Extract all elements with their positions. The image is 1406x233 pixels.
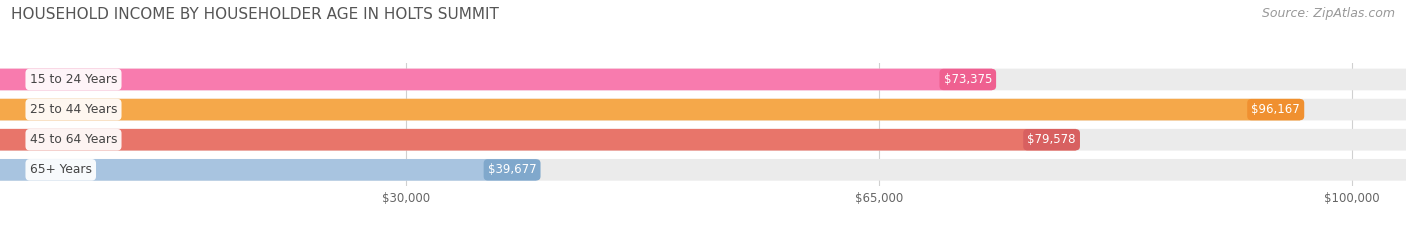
- Text: 65+ Years: 65+ Years: [30, 163, 91, 176]
- FancyBboxPatch shape: [0, 159, 1406, 181]
- Text: Source: ZipAtlas.com: Source: ZipAtlas.com: [1261, 7, 1395, 20]
- FancyBboxPatch shape: [0, 69, 993, 90]
- Text: HOUSEHOLD INCOME BY HOUSEHOLDER AGE IN HOLTS SUMMIT: HOUSEHOLD INCOME BY HOUSEHOLDER AGE IN H…: [11, 7, 499, 22]
- FancyBboxPatch shape: [0, 99, 1406, 120]
- FancyBboxPatch shape: [0, 99, 1301, 120]
- Text: 45 to 64 Years: 45 to 64 Years: [30, 133, 117, 146]
- Text: $39,677: $39,677: [488, 163, 537, 176]
- Text: $96,167: $96,167: [1251, 103, 1301, 116]
- FancyBboxPatch shape: [0, 129, 1076, 151]
- Text: $73,375: $73,375: [943, 73, 993, 86]
- FancyBboxPatch shape: [0, 129, 1406, 151]
- FancyBboxPatch shape: [0, 69, 1406, 90]
- FancyBboxPatch shape: [0, 159, 537, 181]
- Text: $79,578: $79,578: [1028, 133, 1076, 146]
- Text: 15 to 24 Years: 15 to 24 Years: [30, 73, 117, 86]
- Text: 25 to 44 Years: 25 to 44 Years: [30, 103, 117, 116]
